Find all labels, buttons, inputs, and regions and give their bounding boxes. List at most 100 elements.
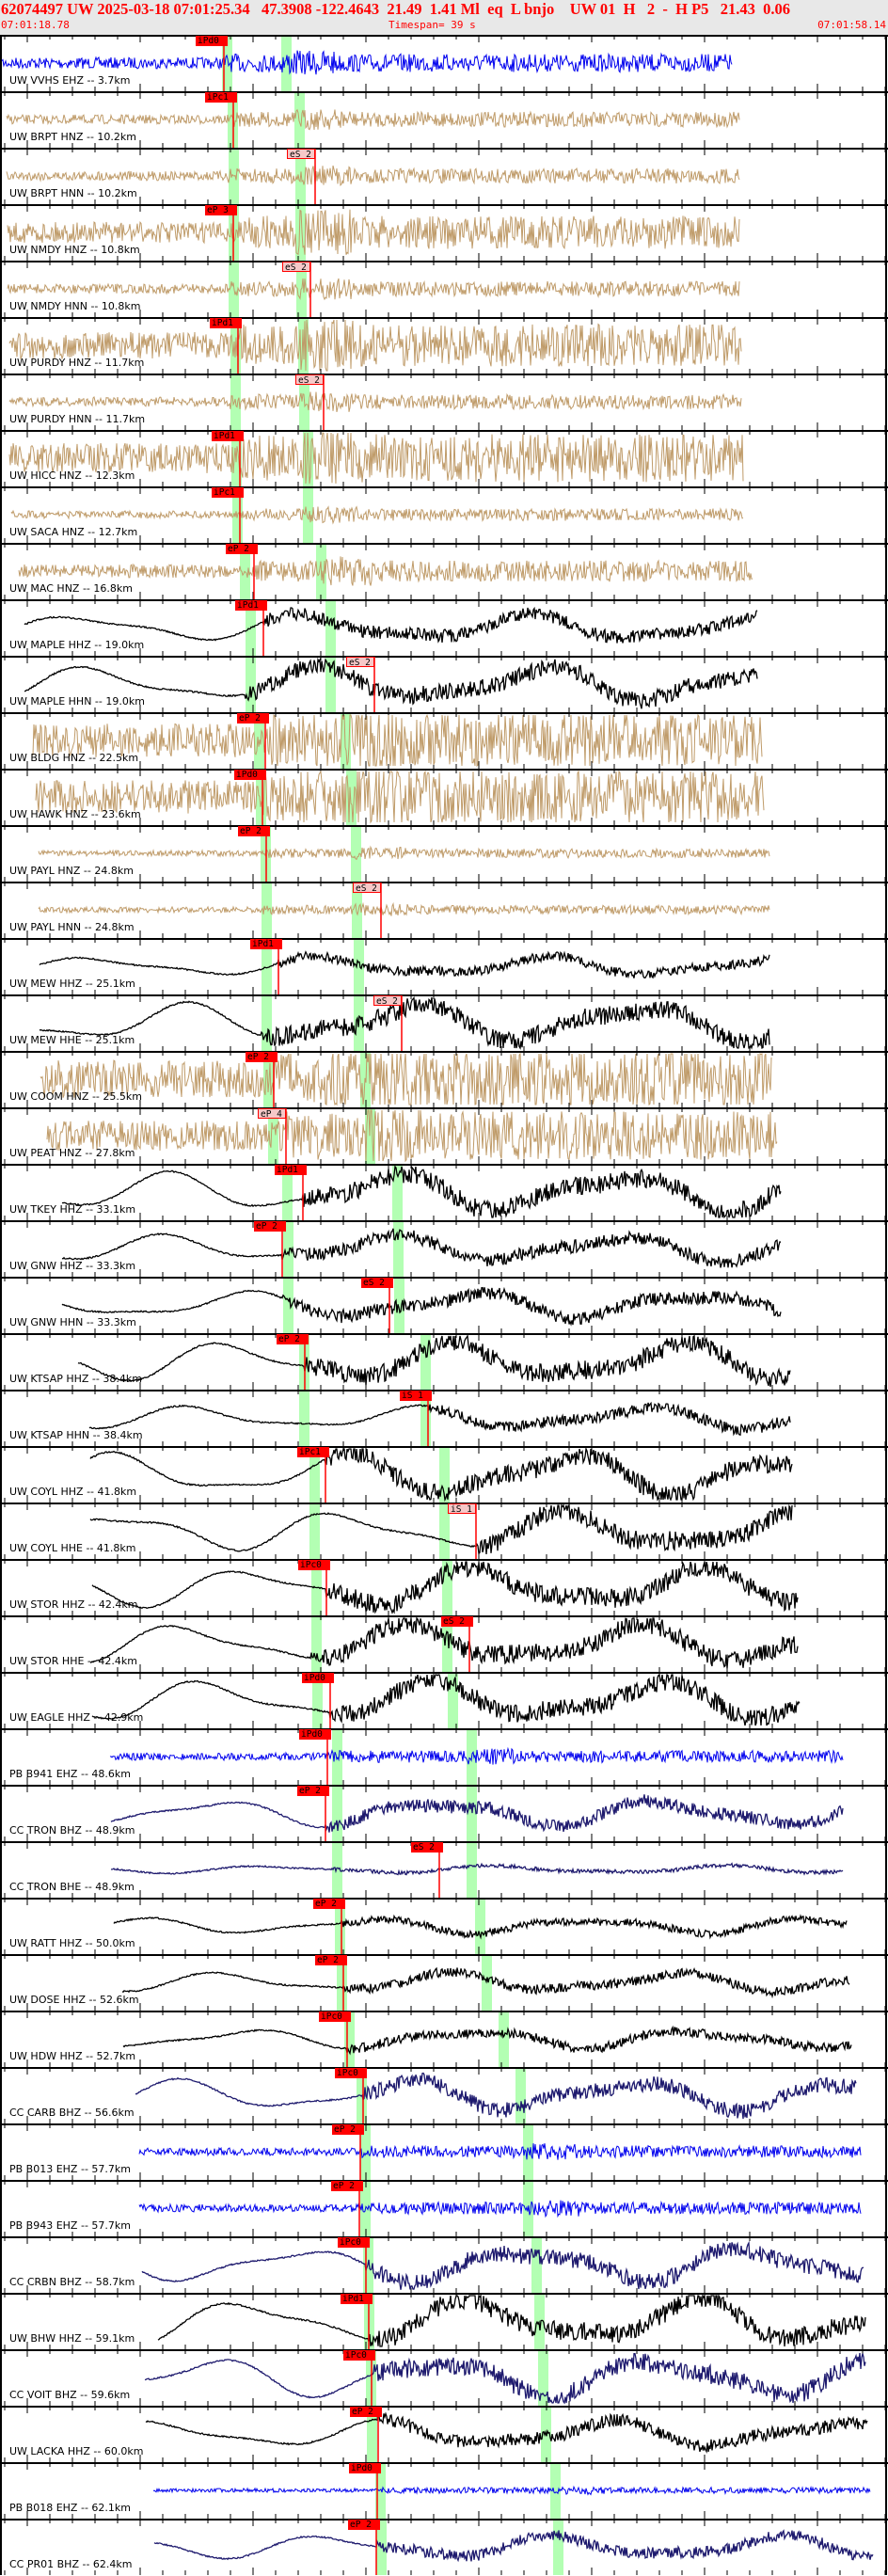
trace-panel[interactable]: eP 2 PB B013 EHZ -- 57.7km (0, 2123, 888, 2180)
trace-panel[interactable]: eS 2 CC TRON BHE -- 48.9km (0, 1841, 888, 1898)
trace-panel[interactable]: eP 2 UW COOM HNZ -- 25.5km (0, 1051, 888, 1107)
waveform-plot[interactable] (0, 486, 888, 544)
waveform-plot[interactable] (0, 261, 888, 318)
trace-panel[interactable]: eP 4 UW PEAT HNZ -- 27.8km (0, 1107, 888, 1164)
pick-label[interactable]: eS 2 (346, 657, 374, 668)
waveform-plot[interactable] (0, 2519, 888, 2576)
trace-panel[interactable]: eP 2 CC TRON BHZ -- 48.9km (0, 1785, 888, 1841)
pick-label[interactable]: iPc0 (319, 2012, 351, 2022)
trace-panel[interactable]: iPd1 UW HICC HNZ -- 12.3km (0, 430, 888, 486)
waveform-plot[interactable] (0, 91, 888, 149)
waveform-plot[interactable] (0, 1446, 888, 1503)
pick-label[interactable]: iPc1 (297, 1447, 329, 1457)
trace-panel[interactable]: iPd1 UW PURDY HNZ -- 11.7km (0, 317, 888, 374)
pick-label[interactable]: iPc0 (298, 1560, 330, 1570)
waveform-plot[interactable] (0, 1333, 888, 1391)
trace-panel[interactable]: eP 2 UW RATT HHZ -- 50.0km (0, 1898, 888, 1954)
pick-label[interactable]: eP 2 (254, 1221, 286, 1232)
pick-label[interactable]: eP 2 (237, 713, 269, 724)
pick-label[interactable]: eS 2 (295, 374, 324, 386)
trace-panel[interactable]: eP 2 UW LACKA HHZ -- 60.0km (0, 2406, 888, 2462)
trace-panel[interactable]: iPd1 UW BHW HHZ -- 59.1km (0, 2293, 888, 2349)
pick-label[interactable]: iPd0 (196, 36, 228, 46)
pick-label[interactable]: eS 2 (361, 1278, 393, 1288)
waveform-plot[interactable] (0, 1728, 888, 1786)
waveform-plot[interactable] (0, 1503, 888, 1560)
pick-label[interactable]: iPd0 (302, 1673, 334, 1683)
trace-panel[interactable]: iS 1 UW KTSAP HHN -- 38.4km (0, 1390, 888, 1446)
pick-label[interactable]: eS 2 (287, 149, 315, 160)
trace-panel[interactable]: eS 2 UW MEW HHE -- 25.1km (0, 994, 888, 1051)
pick-label[interactable]: eP 2 (332, 2124, 364, 2135)
waveform-plot[interactable] (0, 1672, 888, 1729)
pick-label[interactable]: eP 2 (297, 1786, 329, 1796)
waveform-plot[interactable] (0, 1559, 888, 1616)
pick-label[interactable]: eP 2 (238, 826, 270, 836)
pick-label[interactable]: iPd1 (212, 431, 244, 441)
pick-label[interactable]: eP 2 (350, 2407, 382, 2417)
pick-label[interactable]: iPd0 (234, 770, 266, 780)
waveform-plot[interactable] (0, 656, 888, 713)
waveform-plot[interactable] (0, 2406, 888, 2463)
waveform-plot[interactable] (0, 825, 888, 883)
trace-panel[interactable]: iPc0 CC CRBN BHZ -- 58.7km (0, 2236, 888, 2293)
trace-panel[interactable]: eP 3 UW NMDY HNZ -- 10.8km (0, 204, 888, 261)
waveform-plot[interactable] (0, 1785, 888, 1842)
trace-panel[interactable]: iPd0 UW EAGLE HHZ -- 42.9km (0, 1672, 888, 1728)
waveform-plot[interactable] (0, 2236, 888, 2294)
waveform-plot[interactable] (0, 1164, 888, 1221)
pick-label[interactable]: eP 4 (258, 1108, 286, 1120)
trace-panel[interactable]: iPd0 UW VVHS EHZ -- 3.7km (0, 35, 888, 91)
trace-panel[interactable]: iPc1 UW COYL HHZ -- 41.8km (0, 1446, 888, 1503)
pick-label[interactable]: eP 2 (246, 1052, 278, 1062)
waveform-plot[interactable] (0, 1898, 888, 1955)
pick-label[interactable]: iPc0 (338, 2237, 370, 2248)
waveform-plot[interactable] (0, 769, 888, 826)
waveform-plot[interactable] (0, 35, 888, 92)
trace-panel[interactable]: iPd1 UW MEW HHZ -- 25.1km (0, 938, 888, 994)
trace-panel[interactable]: eS 2 UW PAYL HNN -- 24.8km (0, 882, 888, 938)
pick-label[interactable]: eP 3 (205, 205, 237, 215)
trace-panel[interactable]: iPd0 UW HAWK HNZ -- 23.6km (0, 769, 888, 825)
pick-label[interactable]: eP 2 (313, 1899, 345, 1909)
trace-panel[interactable]: iPc1 UW SACA HNZ -- 12.7km (0, 486, 888, 543)
waveform-plot[interactable] (0, 2011, 888, 2068)
pick-label[interactable]: iPd1 (235, 600, 267, 611)
waveform-plot[interactable] (0, 2123, 888, 2181)
waveform-plot[interactable] (0, 1051, 888, 1108)
trace-panel[interactable]: eP 2 PB B943 EHZ -- 57.7km (0, 2180, 888, 2236)
pick-label[interactable]: eS 2 (353, 883, 381, 894)
trace-panel[interactable]: eS 2 UW MAPLE HHN -- 19.0km (0, 656, 888, 712)
trace-panel[interactable]: eP 2 UW PAYL HNZ -- 24.8km (0, 825, 888, 882)
trace-panel[interactable]: iPd1 UW MAPLE HHZ -- 19.0km (0, 599, 888, 656)
waveform-plot[interactable] (0, 1390, 888, 1447)
waveform-plot[interactable] (0, 1954, 888, 2012)
trace-panel[interactable]: iPc0 CC VOIT BHZ -- 59.6km (0, 2349, 888, 2406)
trace-panel[interactable]: iPc0 UW STOR HHZ -- 42.4km (0, 1559, 888, 1615)
pick-label[interactable]: eS 2 (411, 1842, 443, 1852)
waveform-plot[interactable] (0, 938, 888, 995)
pick-label[interactable]: iPd1 (275, 1165, 307, 1175)
pick-label[interactable]: eS 2 (282, 262, 310, 273)
trace-panel[interactable]: iPd0 PB B941 EHZ -- 48.6km (0, 1728, 888, 1785)
trace-panel[interactable]: iPc0 CC CARB BHZ -- 56.6km (0, 2067, 888, 2123)
trace-panel[interactable]: eP 2 UW GNW HHZ -- 33.3km (0, 1220, 888, 1277)
pick-label[interactable]: iPc1 (212, 487, 244, 498)
pick-label[interactable]: iPd0 (349, 2463, 381, 2473)
waveform-plot[interactable] (0, 712, 888, 770)
trace-panel[interactable]: iPd1 UW TKEY HHZ -- 33.1km (0, 1164, 888, 1220)
pick-label[interactable]: eS 2 (441, 1616, 473, 1627)
waveform-plot[interactable] (0, 994, 888, 1052)
waveform-plot[interactable] (0, 204, 888, 262)
pick-label[interactable]: iPc0 (335, 2068, 367, 2078)
waveform-plot[interactable] (0, 148, 888, 205)
pick-label[interactable]: iS 1 (400, 1391, 432, 1401)
trace-panel[interactable]: eP 2 UW MAC HNZ -- 16.8km (0, 543, 888, 599)
waveform-plot[interactable] (0, 882, 888, 939)
pick-label[interactable]: iPd1 (250, 939, 282, 949)
trace-panel[interactable]: iS 1 UW COYL HHE -- 41.8km (0, 1503, 888, 1559)
waveform-plot[interactable] (0, 2293, 888, 2350)
trace-panel[interactable]: iPc1 UW BRPT HNZ -- 10.2km (0, 91, 888, 148)
waveform-plot[interactable] (0, 374, 888, 431)
pick-label[interactable]: eP 2 (331, 2181, 363, 2191)
